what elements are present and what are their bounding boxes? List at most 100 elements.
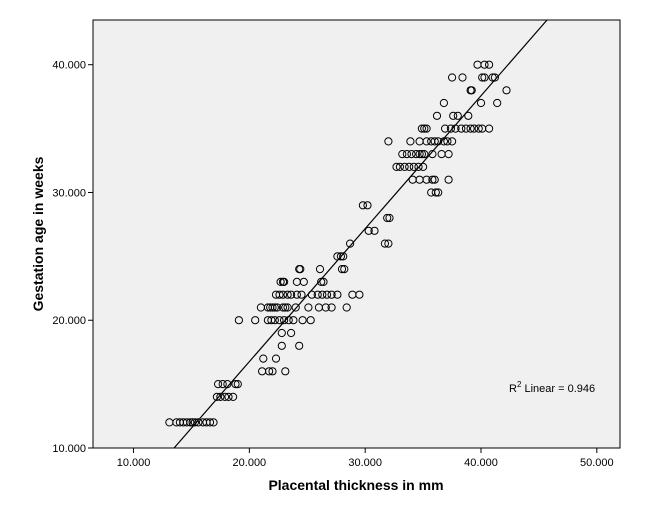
data-point (400, 162, 409, 171)
data-point (384, 239, 393, 248)
data-point (212, 392, 221, 401)
data-point (449, 111, 458, 120)
data-point (363, 201, 372, 210)
data-point (224, 392, 233, 401)
data-point (218, 380, 227, 389)
data-point (458, 73, 467, 82)
data-point (306, 316, 315, 325)
data-point (231, 380, 240, 389)
data-point (333, 290, 342, 299)
data-point (313, 290, 322, 299)
data-point (431, 188, 440, 197)
data-point (457, 124, 466, 133)
data-point (358, 201, 367, 210)
data-point (446, 124, 455, 133)
data-point (384, 137, 393, 146)
data-point (385, 213, 394, 223)
data-point (412, 150, 421, 159)
data-point (493, 98, 502, 108)
data-point (346, 239, 355, 248)
data-point (273, 303, 282, 312)
data-point (229, 392, 238, 401)
data-point (275, 316, 284, 325)
r2-annotation: R2 Linear = 0.946 (509, 380, 595, 395)
x-tick-label: 40.000 (464, 457, 498, 469)
data-point (194, 418, 203, 427)
data-point (476, 98, 486, 108)
data-point (270, 316, 279, 325)
x-axis-title: Placental thickness in mm (268, 477, 443, 493)
data-point (205, 418, 215, 427)
data-point (406, 137, 415, 146)
data-point (453, 111, 462, 120)
data-point (186, 418, 195, 427)
x-axis-ticks: 10.000 20.000 30.000 40.000 50.000 (117, 448, 614, 469)
data-point (422, 175, 431, 184)
y-tick-label: 10.000 (52, 443, 86, 455)
fit-line (173, 19, 548, 449)
data-point (439, 98, 448, 108)
data-point (283, 290, 292, 299)
data-point (414, 162, 423, 171)
data-point (278, 290, 288, 299)
data-point (270, 303, 279, 312)
data-point (319, 277, 328, 286)
data-point (480, 60, 489, 69)
data-point (327, 290, 336, 299)
data-point (337, 265, 347, 274)
data-point (287, 290, 296, 299)
data-point (441, 124, 450, 133)
data-point (485, 60, 494, 69)
data-point (304, 303, 313, 312)
data-point (490, 73, 499, 82)
data-point (289, 316, 298, 325)
y-axis-ticks: 10.000 20.000 30.000 40.000 (52, 60, 93, 455)
data-point (432, 111, 442, 120)
data-point (420, 150, 429, 159)
data-point (278, 303, 288, 312)
data-point (474, 124, 483, 133)
data-point (271, 354, 281, 363)
plot-area (92, 19, 621, 449)
data-point (268, 303, 277, 312)
data-point (276, 277, 285, 286)
data-point (292, 290, 301, 299)
data-point (265, 367, 274, 376)
data-point (470, 124, 479, 133)
y-tick-label: 30.000 (52, 187, 86, 199)
data-point (322, 290, 332, 299)
data-point (405, 162, 414, 171)
data-point (364, 226, 373, 235)
data-point (233, 380, 242, 389)
data-point (478, 73, 487, 82)
x-tick-label: 20.000 (233, 457, 267, 469)
data-point (220, 392, 230, 401)
data-point (268, 367, 277, 376)
data-point (420, 124, 429, 133)
x-tick-label: 10.000 (117, 457, 151, 469)
data-point (342, 303, 351, 312)
data-point (502, 86, 511, 95)
data-point (417, 150, 426, 159)
data-point (251, 316, 260, 325)
data-point (370, 226, 379, 235)
x-tick-label: 30.000 (348, 457, 382, 469)
data-point (340, 265, 349, 274)
data-point (327, 303, 336, 312)
data-point (464, 111, 473, 120)
data-point (448, 73, 457, 82)
data-point (321, 303, 330, 312)
data-point (280, 316, 289, 325)
data-point (281, 303, 290, 312)
data-point (280, 277, 289, 286)
r2-prefix: R (509, 383, 517, 395)
data-point (430, 137, 439, 146)
data-point (287, 328, 296, 338)
data-point (430, 175, 439, 184)
data-point (485, 124, 494, 133)
data-point (299, 277, 308, 286)
data-point (234, 316, 243, 325)
data-point (283, 303, 292, 312)
data-point (295, 341, 304, 350)
data-point (402, 150, 411, 159)
